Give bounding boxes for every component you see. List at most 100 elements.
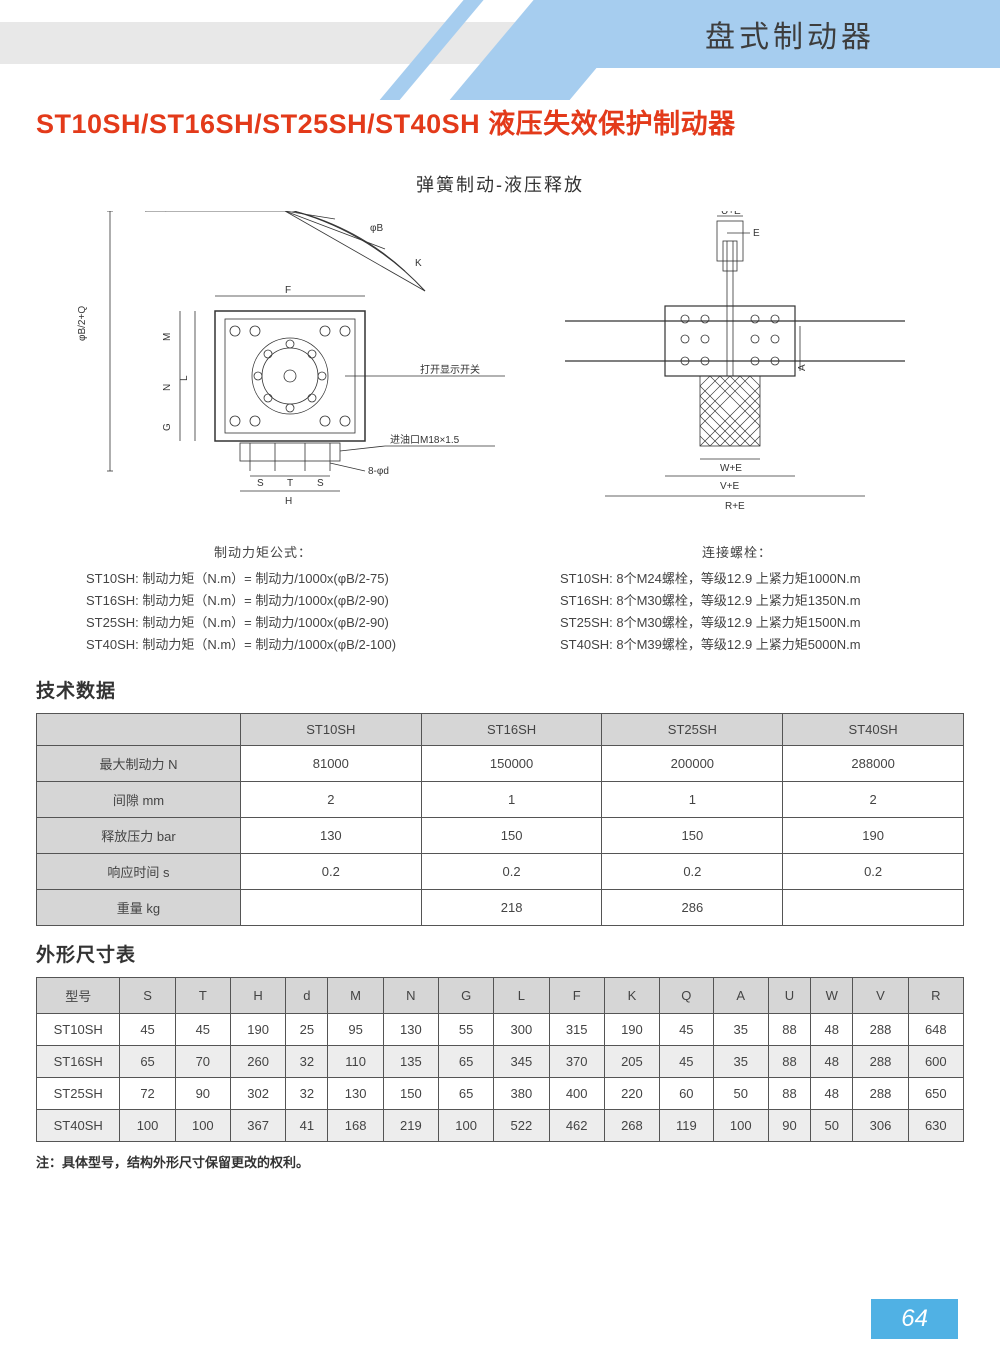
dims-heading: 外形尺寸表 [36,940,964,967]
label-K: K [415,258,422,269]
dim-cell: ST10SH [37,1014,120,1046]
dim-header-cell: R [908,978,963,1014]
diagram-left: φB/2+Q φB K F M N G L S T S H 8-φd 打开显示开… [75,211,515,526]
label-phiB: φB [370,223,383,234]
formula-line: ST25SH: 制动力矩（N.m）= 制动力/1000x(φB/2-90) [36,612,490,634]
dim-cell: ST25SH [37,1078,120,1110]
dim-cell: 65 [439,1078,494,1110]
dim-cell: ST16SH [37,1046,120,1078]
bolt-line: ST16SH: 8个M30螺栓，等级12.9 上紧力矩1350N.m [510,590,964,612]
formula-left-header: 制动力矩公式： [36,542,490,564]
dim-cell: 648 [908,1014,963,1046]
formula-right: 连接螺栓： ST10SH: 8个M24螺栓，等级12.9 上紧力矩1000N.m… [510,542,964,656]
dim-cell: 32 [286,1046,328,1078]
tech-cell: 0.2 [783,854,964,890]
dim-cell: 32 [286,1078,328,1110]
dim-cell: 150 [383,1078,438,1110]
dim-header-cell: A [713,978,768,1014]
dim-cell: 50 [811,1110,853,1142]
label-M: M [162,333,173,341]
dim-cell: 100 [175,1110,230,1142]
dim-cell: 220 [604,1078,659,1110]
tech-cell: 288000 [783,746,964,782]
dim-cell: 100 [713,1110,768,1142]
dim-cell: 315 [549,1014,604,1046]
tech-cell: 响应时间 s [37,854,241,890]
dim-cell: 205 [604,1046,659,1078]
dim-cell: 35 [713,1014,768,1046]
dim-header-cell: V [853,978,908,1014]
tech-cell: 150 [602,818,783,854]
label-VE: V+E [720,481,740,492]
dim-cell: 630 [908,1110,963,1142]
page-title: ST10SH/ST16SH/ST25SH/ST40SH 液压失效保护制动器 [36,102,964,141]
dim-cell: 168 [328,1110,383,1142]
dim-header-cell: 型号 [37,978,120,1014]
formula-line: ST16SH: 制动力矩（N.m）= 制动力/1000x(φB/2-90) [36,590,490,612]
footnote: 注：具体型号，结构外形尺寸保留更改的权利。 [36,1152,964,1171]
diagram-left-svg: φB/2+Q φB K F M N G L S T S H 8-φd 打开显示开… [75,211,515,521]
dim-cell: 380 [494,1078,549,1110]
label-H: H [285,496,292,507]
dim-cell: 35 [713,1046,768,1078]
tech-cell: 150000 [421,746,602,782]
dim-cell: 45 [175,1014,230,1046]
label-d: 8-φd [368,466,389,477]
dim-header-cell: T [175,978,230,1014]
dim-cell: 70 [175,1046,230,1078]
dim-cell: 190 [604,1014,659,1046]
dim-cell: 110 [328,1046,383,1078]
dim-cell: 650 [908,1078,963,1110]
dim-cell: 41 [286,1110,328,1142]
tech-cell: 150 [421,818,602,854]
tech-cell [783,890,964,926]
dim-header-cell: Q [660,978,714,1014]
tech-cell: 2 [783,782,964,818]
bolt-line: ST40SH: 8个M39螺栓，等级12.9 上紧力矩5000N.m [510,634,964,656]
label-RE: R+E [725,501,745,512]
dim-cell: 260 [230,1046,285,1078]
dim-cell: 88 [768,1078,810,1110]
dim-header-cell: N [383,978,438,1014]
dim-header-cell: M [328,978,383,1014]
label-S2: S [317,478,324,489]
dim-cell: 219 [383,1110,438,1142]
subtitle: 弹簧制动-液压释放 [36,171,964,197]
tech-header-cell [37,714,241,746]
label-F: F [285,285,291,296]
dim-header-cell: L [494,978,549,1014]
dim-cell: 90 [768,1110,810,1142]
header-blue-panel: 盘式制动器 [580,0,1000,68]
tech-header-cell: ST25SH [602,714,783,746]
dim-cell: 600 [908,1046,963,1078]
formula-right-header: 连接螺栓： [510,542,964,564]
dim-cell: 60 [660,1078,714,1110]
header-band: 盘式制动器 [0,0,1000,68]
dim-cell: 45 [660,1046,714,1078]
dim-cell: ST40SH [37,1110,120,1142]
dim-header-cell: S [120,978,175,1014]
dim-cell: 48 [811,1014,853,1046]
label-WE: W+E [720,463,742,474]
label-S: S [257,478,264,489]
dim-cell: 400 [549,1078,604,1110]
diagram-row: φB/2+Q φB K F M N G L S T S H 8-φd 打开显示开… [36,211,964,526]
dim-cell: 88 [768,1046,810,1078]
dim-header-cell: K [604,978,659,1014]
label-T: T [287,478,293,489]
dim-cell: 65 [120,1046,175,1078]
dim-cell: 72 [120,1078,175,1110]
label-E: E [753,228,760,239]
diagram-right: U+E E A W+E V+E R+E [545,211,925,526]
dim-cell: 302 [230,1078,285,1110]
dim-cell: 135 [383,1046,438,1078]
tech-cell [240,890,421,926]
tech-cell: 2 [240,782,421,818]
tech-cell: 130 [240,818,421,854]
tech-cell: 190 [783,818,964,854]
label-N: N [162,384,173,391]
tech-cell: 286 [602,890,783,926]
dim-cell: 100 [439,1110,494,1142]
dim-cell: 367 [230,1110,285,1142]
tech-heading: 技术数据 [36,676,964,703]
